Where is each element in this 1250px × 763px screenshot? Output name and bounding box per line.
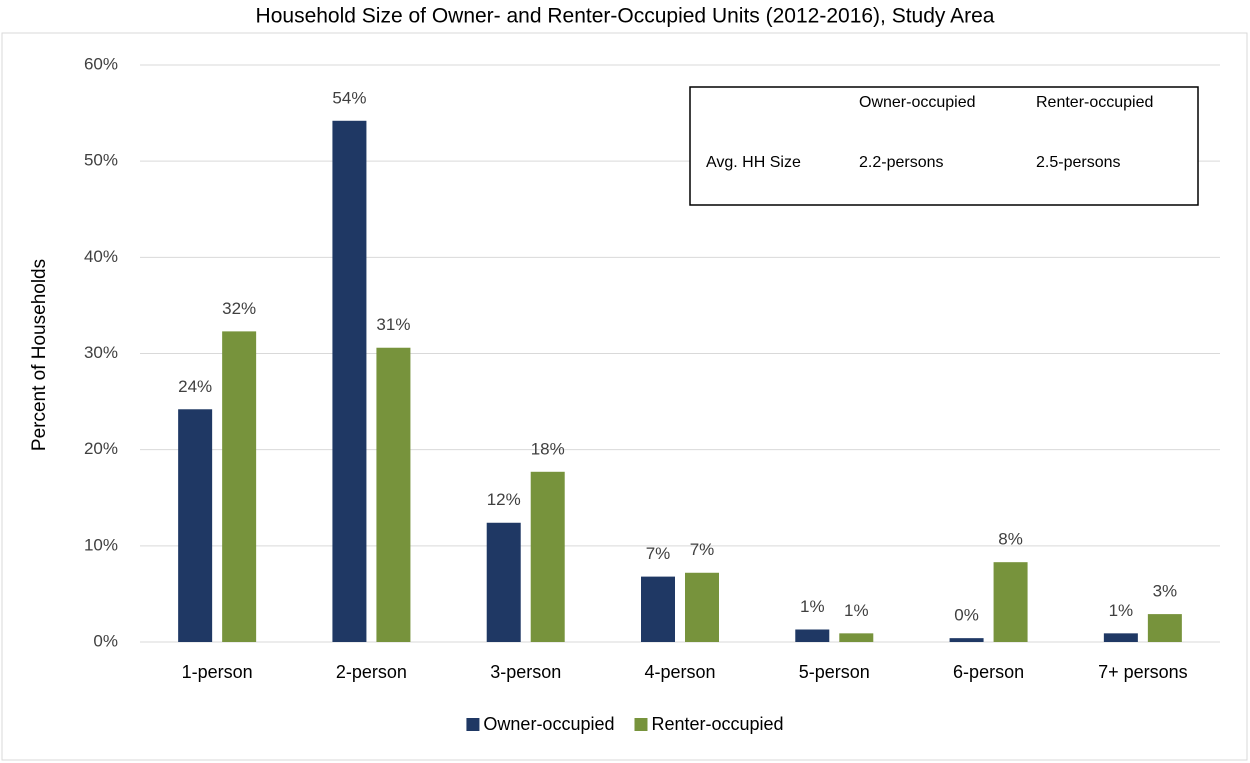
value-label: 18% xyxy=(531,439,565,458)
value-label: 24% xyxy=(178,377,212,396)
y-tick-label: 50% xyxy=(84,151,118,170)
plot-area: 0% 10% 20% 30% 40% 50% 60% 1-person 24% 32% 2-pers… xyxy=(84,54,1220,682)
value-label: 32% xyxy=(222,299,256,318)
inset-header: Renter-occupied xyxy=(1036,94,1153,111)
legend-label: Owner-occupied xyxy=(483,714,614,734)
x-tick-label: 5-person xyxy=(799,662,870,682)
bar xyxy=(685,572,719,642)
value-label: 7% xyxy=(690,540,715,559)
bar xyxy=(993,562,1028,642)
inset-border xyxy=(689,86,1199,206)
x-tick-label: 1-person xyxy=(182,662,253,682)
value-label: 12% xyxy=(487,490,521,509)
bar xyxy=(839,633,874,642)
legend: Owner-occupied Renter-occupied xyxy=(466,714,784,734)
x-tick-label: 2-person xyxy=(336,662,407,682)
inset-cell: 2.5-persons xyxy=(1036,154,1121,171)
value-label: 3% xyxy=(1153,582,1178,601)
bar xyxy=(530,471,565,642)
bar xyxy=(795,629,830,642)
value-label: 0% xyxy=(954,606,979,625)
value-label: 7% xyxy=(646,544,671,563)
bar xyxy=(332,120,367,642)
y-tick-label: 10% xyxy=(84,535,118,554)
value-label: 1% xyxy=(844,601,869,620)
inset-table: Owner-occupied Renter-occupied Avg. HH S… xyxy=(689,86,1199,206)
bar xyxy=(222,331,257,642)
inset-header: Owner-occupied xyxy=(859,94,976,111)
y-axis-label: Percent of Households xyxy=(29,259,50,451)
bar xyxy=(1147,614,1182,642)
bar xyxy=(486,522,521,642)
legend-swatch xyxy=(634,718,648,731)
bar xyxy=(641,576,675,642)
bar xyxy=(949,638,984,642)
x-tick-label: 4-person xyxy=(644,662,715,682)
bar xyxy=(178,409,213,642)
value-label: 1% xyxy=(800,597,825,616)
value-label: 1% xyxy=(1109,601,1134,620)
bar xyxy=(376,347,411,642)
y-tick-label: 20% xyxy=(84,439,118,458)
value-label: 8% xyxy=(998,530,1023,549)
value-label: 54% xyxy=(332,88,366,107)
inset-cell: 2.2-persons xyxy=(859,154,944,171)
bar xyxy=(1103,633,1138,642)
y-tick-label: 0% xyxy=(93,631,118,650)
y-tick-label: 60% xyxy=(84,54,118,73)
y-tick-label: 40% xyxy=(84,247,118,266)
x-tick-label: 6-person xyxy=(953,662,1024,682)
inset-row-label: Avg. HH Size xyxy=(706,154,801,171)
value-label: 31% xyxy=(376,315,410,334)
y-tick-label: 30% xyxy=(84,343,118,362)
chart-title: Household Size of Owner- and Renter-Occu… xyxy=(256,5,995,28)
legend-swatch xyxy=(466,718,480,731)
x-tick-label: 7+ persons xyxy=(1098,662,1188,682)
x-tick-label: 3-person xyxy=(490,662,561,682)
legend-label: Renter-occupied xyxy=(651,714,783,734)
